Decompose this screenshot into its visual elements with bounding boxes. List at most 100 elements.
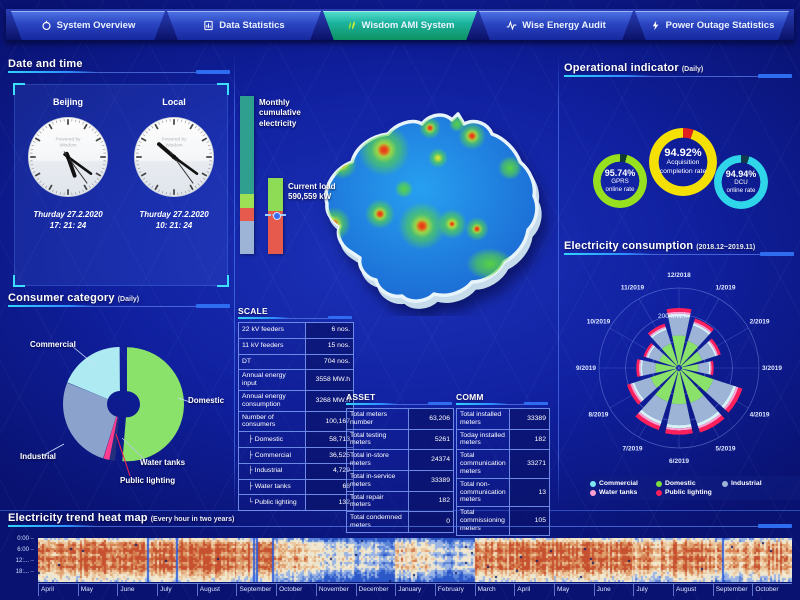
rose-sector[interactable] <box>690 395 718 424</box>
rose-sector[interactable] <box>698 415 725 433</box>
rose-sector[interactable] <box>638 359 642 377</box>
rose-sector[interactable] <box>631 382 645 402</box>
table-cell-label: Annual energy input <box>242 372 286 388</box>
rose-sector[interactable] <box>698 361 709 375</box>
pie-slice-commercial[interactable] <box>67 347 120 400</box>
rose-sector[interactable] <box>655 363 677 373</box>
table-row: Total commissioning meters 105 <box>457 507 549 535</box>
month-label: May <box>77 584 118 596</box>
rose-sector[interactable] <box>723 386 739 410</box>
rose-sector[interactable] <box>681 363 699 373</box>
pie-slice-water-tanks[interactable] <box>103 416 118 460</box>
legend-item-commercial[interactable]: Commercial <box>590 479 656 488</box>
rose-sector[interactable] <box>655 370 679 402</box>
leaf-icon <box>348 21 355 30</box>
rose-sector[interactable] <box>709 338 721 356</box>
rose-sector[interactable] <box>630 383 643 403</box>
rose-sector[interactable] <box>667 313 691 318</box>
current-load-bar <box>265 178 286 254</box>
rose-sector[interactable] <box>666 308 692 313</box>
rose-sector[interactable] <box>687 325 709 347</box>
rose-sector[interactable] <box>646 345 656 359</box>
rose-sector[interactable] <box>659 354 677 368</box>
rose-sector[interactable] <box>650 327 667 339</box>
rose-sector[interactable] <box>707 341 717 357</box>
rose-sector[interactable] <box>721 385 737 409</box>
rose-sector[interactable] <box>635 413 661 431</box>
rose-sector[interactable] <box>645 344 654 358</box>
rose-sector[interactable] <box>640 359 644 377</box>
rose-sector[interactable] <box>667 311 691 315</box>
rose-sector[interactable] <box>637 411 661 427</box>
rose-sector[interactable] <box>665 429 693 435</box>
month-label: June <box>117 584 157 596</box>
bar-segment <box>268 211 283 254</box>
header-decoration <box>428 402 452 405</box>
current-load-label: Current load 590,559 kW <box>288 182 358 203</box>
rose-sector[interactable] <box>642 360 656 376</box>
nav-tab-system-overview[interactable]: System Overview <box>11 11 165 40</box>
clock-city-label: Local <box>162 97 186 107</box>
rose-sector[interactable] <box>643 343 653 358</box>
rose-sector[interactable] <box>693 321 712 333</box>
month-label: August <box>196 584 237 596</box>
month-label: October <box>752 584 792 596</box>
rose-sector[interactable] <box>725 387 743 413</box>
rose-sector[interactable] <box>694 318 714 332</box>
rose-sector[interactable] <box>636 359 640 377</box>
table-cell-label: Total non-communication meters <box>460 480 506 504</box>
rose-sector[interactable] <box>666 423 692 429</box>
rose-sector[interactable] <box>698 413 722 429</box>
rose-sector[interactable] <box>681 368 714 393</box>
rose-sector[interactable] <box>634 377 657 400</box>
rose-sector[interactable] <box>661 343 679 366</box>
legend-item-domestic[interactable]: Domestic <box>656 479 722 488</box>
rose-sector[interactable] <box>672 335 686 366</box>
rose-sector[interactable] <box>665 426 693 431</box>
rose-sector[interactable] <box>639 409 662 425</box>
lightning-icon <box>652 20 659 31</box>
legend-item-public-lighting[interactable]: Public lighting <box>656 488 722 497</box>
legend-item-industrial[interactable]: Industrial <box>722 479 788 488</box>
rose-sector[interactable] <box>679 370 704 403</box>
rose-sector[interactable] <box>641 394 669 422</box>
clock-city-label: Beijing <box>52 97 83 107</box>
nav-tab-power-outage-statistics[interactable]: Power Outage Statistics <box>635 11 789 40</box>
pie-label-water-tanks: Water tanks <box>140 458 186 467</box>
gauge-ring <box>714 155 768 209</box>
rose-sector[interactable] <box>710 360 714 376</box>
nav-tab-wisdom-ami-system[interactable]: Wisdom AMI System <box>323 11 477 40</box>
pie-slice-public-lighting[interactable] <box>109 416 119 461</box>
rose-sector[interactable] <box>667 403 691 426</box>
pie-slice-domestic[interactable] <box>122 347 184 462</box>
rose-sector[interactable] <box>679 340 699 366</box>
table-cell-label: Total testing meters <box>350 431 387 447</box>
nav-tab-data-statistics[interactable]: Data Statistics <box>167 11 321 40</box>
pie-slice-industrial[interactable] <box>63 382 117 459</box>
rose-sector[interactable] <box>708 361 711 375</box>
consumption-panel: Electricity consumption (2018.12~2019.11… <box>562 240 800 508</box>
table-cell-value: 4,729 <box>304 463 353 479</box>
rose-sector[interactable] <box>649 326 666 337</box>
rose-sector[interactable] <box>668 316 690 337</box>
rose-sector[interactable] <box>650 368 677 388</box>
nav-tab-wise-energy-audit[interactable]: Wise Energy Audit <box>479 11 633 40</box>
legend-item-water-tanks[interactable]: Water tanks <box>590 488 656 497</box>
panel-corner <box>217 275 229 287</box>
rose-sector[interactable] <box>705 379 734 407</box>
rose-sector[interactable] <box>681 351 703 368</box>
rose-sector[interactable] <box>647 323 666 336</box>
rose-sector[interactable] <box>627 383 641 405</box>
rose-sector[interactable] <box>708 340 719 356</box>
rose-sector[interactable] <box>648 346 664 362</box>
rose-sector[interactable] <box>697 342 715 361</box>
rose-sector[interactable] <box>709 361 712 375</box>
rose-sector[interactable] <box>652 329 672 349</box>
rose-sector[interactable] <box>697 411 721 427</box>
table-row: Number of consumers 100,167 <box>239 411 353 433</box>
rose-sector[interactable] <box>671 370 687 405</box>
rose-sector[interactable] <box>692 323 711 335</box>
rose-legend: Commercial Domestic Industrial Water tanks P… <box>586 476 800 500</box>
table-cell-value: 3268 MW.h <box>304 391 353 411</box>
